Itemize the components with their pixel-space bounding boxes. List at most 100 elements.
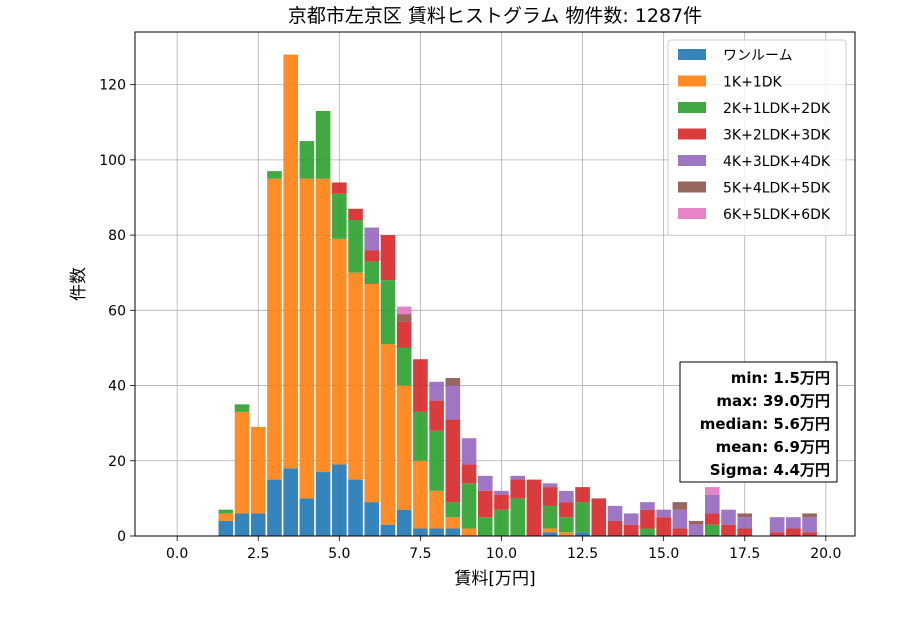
histogram-bar	[494, 490, 509, 495]
legend-swatch	[678, 155, 706, 166]
x-tick-label: 12.5	[567, 546, 598, 562]
histogram-bar	[380, 524, 396, 536]
histogram-bar	[267, 178, 282, 480]
histogram-bar	[234, 404, 250, 412]
histogram-bar	[364, 227, 380, 251]
histogram-bar	[672, 509, 688, 529]
histogram-bar	[461, 464, 477, 484]
stats-line: min: 1.5万円	[731, 369, 830, 387]
histogram-bar	[250, 426, 266, 514]
histogram-bar	[332, 182, 347, 194]
legend-swatch	[678, 208, 706, 219]
histogram-bar	[380, 235, 396, 281]
legend-label: 6K+5LDK+6DK	[723, 207, 831, 223]
legend: ワンルーム 1K+1DK 2K+1LDK+2DK 3K+2LDK+3DK 4K+3LDK…	[667, 39, 847, 236]
histogram-bar	[640, 509, 655, 529]
histogram-bar	[542, 528, 558, 533]
histogram-bar	[315, 178, 331, 473]
stats-box: min: 1.5万円 max: 39.0万円 median: 5.6万円 mean: …	[679, 361, 838, 483]
stats-line: median: 5.6万円	[700, 415, 830, 433]
histogram-bar	[429, 400, 444, 431]
histogram-bar	[542, 487, 558, 506]
y-axis: 0 20 40 60 80 100 120	[99, 78, 135, 545]
histogram-bar	[380, 344, 396, 525]
histogram-bar	[705, 524, 720, 536]
histogram-bar	[234, 513, 250, 536]
histogram-bar	[218, 509, 234, 514]
histogram-bar	[769, 517, 785, 533]
legend-swatch	[678, 75, 706, 87]
histogram-bar	[283, 468, 298, 536]
legend-swatch	[678, 102, 706, 113]
histogram-bar	[332, 193, 347, 239]
x-tick-label: 20.0	[810, 546, 841, 562]
histogram-bar	[396, 385, 412, 510]
histogram-bar	[575, 502, 590, 533]
histogram-bar	[494, 509, 509, 536]
histogram-bar	[429, 490, 444, 529]
histogram-bar	[769, 532, 785, 536]
histogram-bar	[477, 475, 493, 491]
histogram-bar	[396, 347, 412, 386]
x-axis-label: 賃料[万円]	[454, 569, 535, 589]
histogram-bar	[559, 502, 574, 518]
histogram-bar	[445, 385, 461, 420]
y-tick-label: 40	[108, 379, 126, 395]
histogram-bar	[802, 532, 817, 536]
y-tick-label: 100	[99, 153, 126, 169]
histogram-bar	[283, 54, 298, 469]
histogram-bar	[396, 314, 412, 322]
histogram-bar	[348, 479, 363, 536]
histogram-bar	[510, 475, 525, 480]
histogram-bar	[234, 411, 250, 514]
histogram-bar	[364, 261, 380, 284]
histogram-bar	[445, 378, 461, 386]
y-tick-label: 0	[117, 529, 126, 545]
histogram-bar	[688, 524, 704, 536]
histogram-bar	[267, 171, 282, 179]
histogram-bar	[348, 220, 363, 273]
histogram-bar	[445, 502, 461, 518]
histogram-bar	[332, 238, 347, 465]
histogram-bar	[250, 513, 266, 536]
x-tick-label: 0.0	[166, 546, 188, 562]
histogram-bar	[640, 528, 655, 536]
x-tick-label: 10.0	[486, 546, 517, 562]
histogram-bar	[413, 460, 428, 529]
stats-frame	[679, 361, 838, 483]
histogram-bar	[429, 430, 444, 491]
y-axis-label: 件数	[69, 267, 89, 301]
histogram-bar	[607, 505, 623, 521]
histogram-bar	[688, 520, 704, 525]
histogram-bar	[656, 509, 671, 518]
histogram-bar	[461, 528, 477, 536]
histogram-bar	[591, 498, 607, 536]
bars	[218, 54, 817, 536]
histogram-bar	[461, 438, 477, 465]
chart-title: 京都市左京区 賃料ヒストグラム 物件数: 1287件	[288, 5, 702, 27]
histogram-bar	[413, 411, 428, 461]
histogram-bar	[396, 321, 412, 348]
histogram-bar	[299, 498, 315, 536]
histogram-bar	[640, 502, 655, 510]
histogram-bar	[672, 528, 688, 536]
histogram-bar	[575, 532, 590, 536]
histogram-bar	[429, 381, 444, 401]
y-tick-label: 20	[108, 454, 126, 470]
histogram-bar	[267, 479, 282, 536]
legend-frame	[667, 39, 847, 236]
y-tick-label: 120	[99, 78, 126, 94]
histogram-bar	[721, 524, 736, 536]
y-tick-label: 60	[108, 303, 126, 319]
stats-line: Sigma: 4.4万円	[710, 461, 830, 479]
histogram-bar	[364, 502, 380, 536]
histogram-bar	[559, 490, 574, 503]
histogram-bar	[575, 487, 590, 503]
histogram-bar	[315, 472, 331, 536]
histogram-bar	[299, 141, 315, 179]
histogram-bar	[607, 520, 623, 536]
histogram-bar	[737, 528, 753, 536]
legend-swatch	[678, 128, 706, 140]
histogram-bar	[559, 532, 574, 536]
